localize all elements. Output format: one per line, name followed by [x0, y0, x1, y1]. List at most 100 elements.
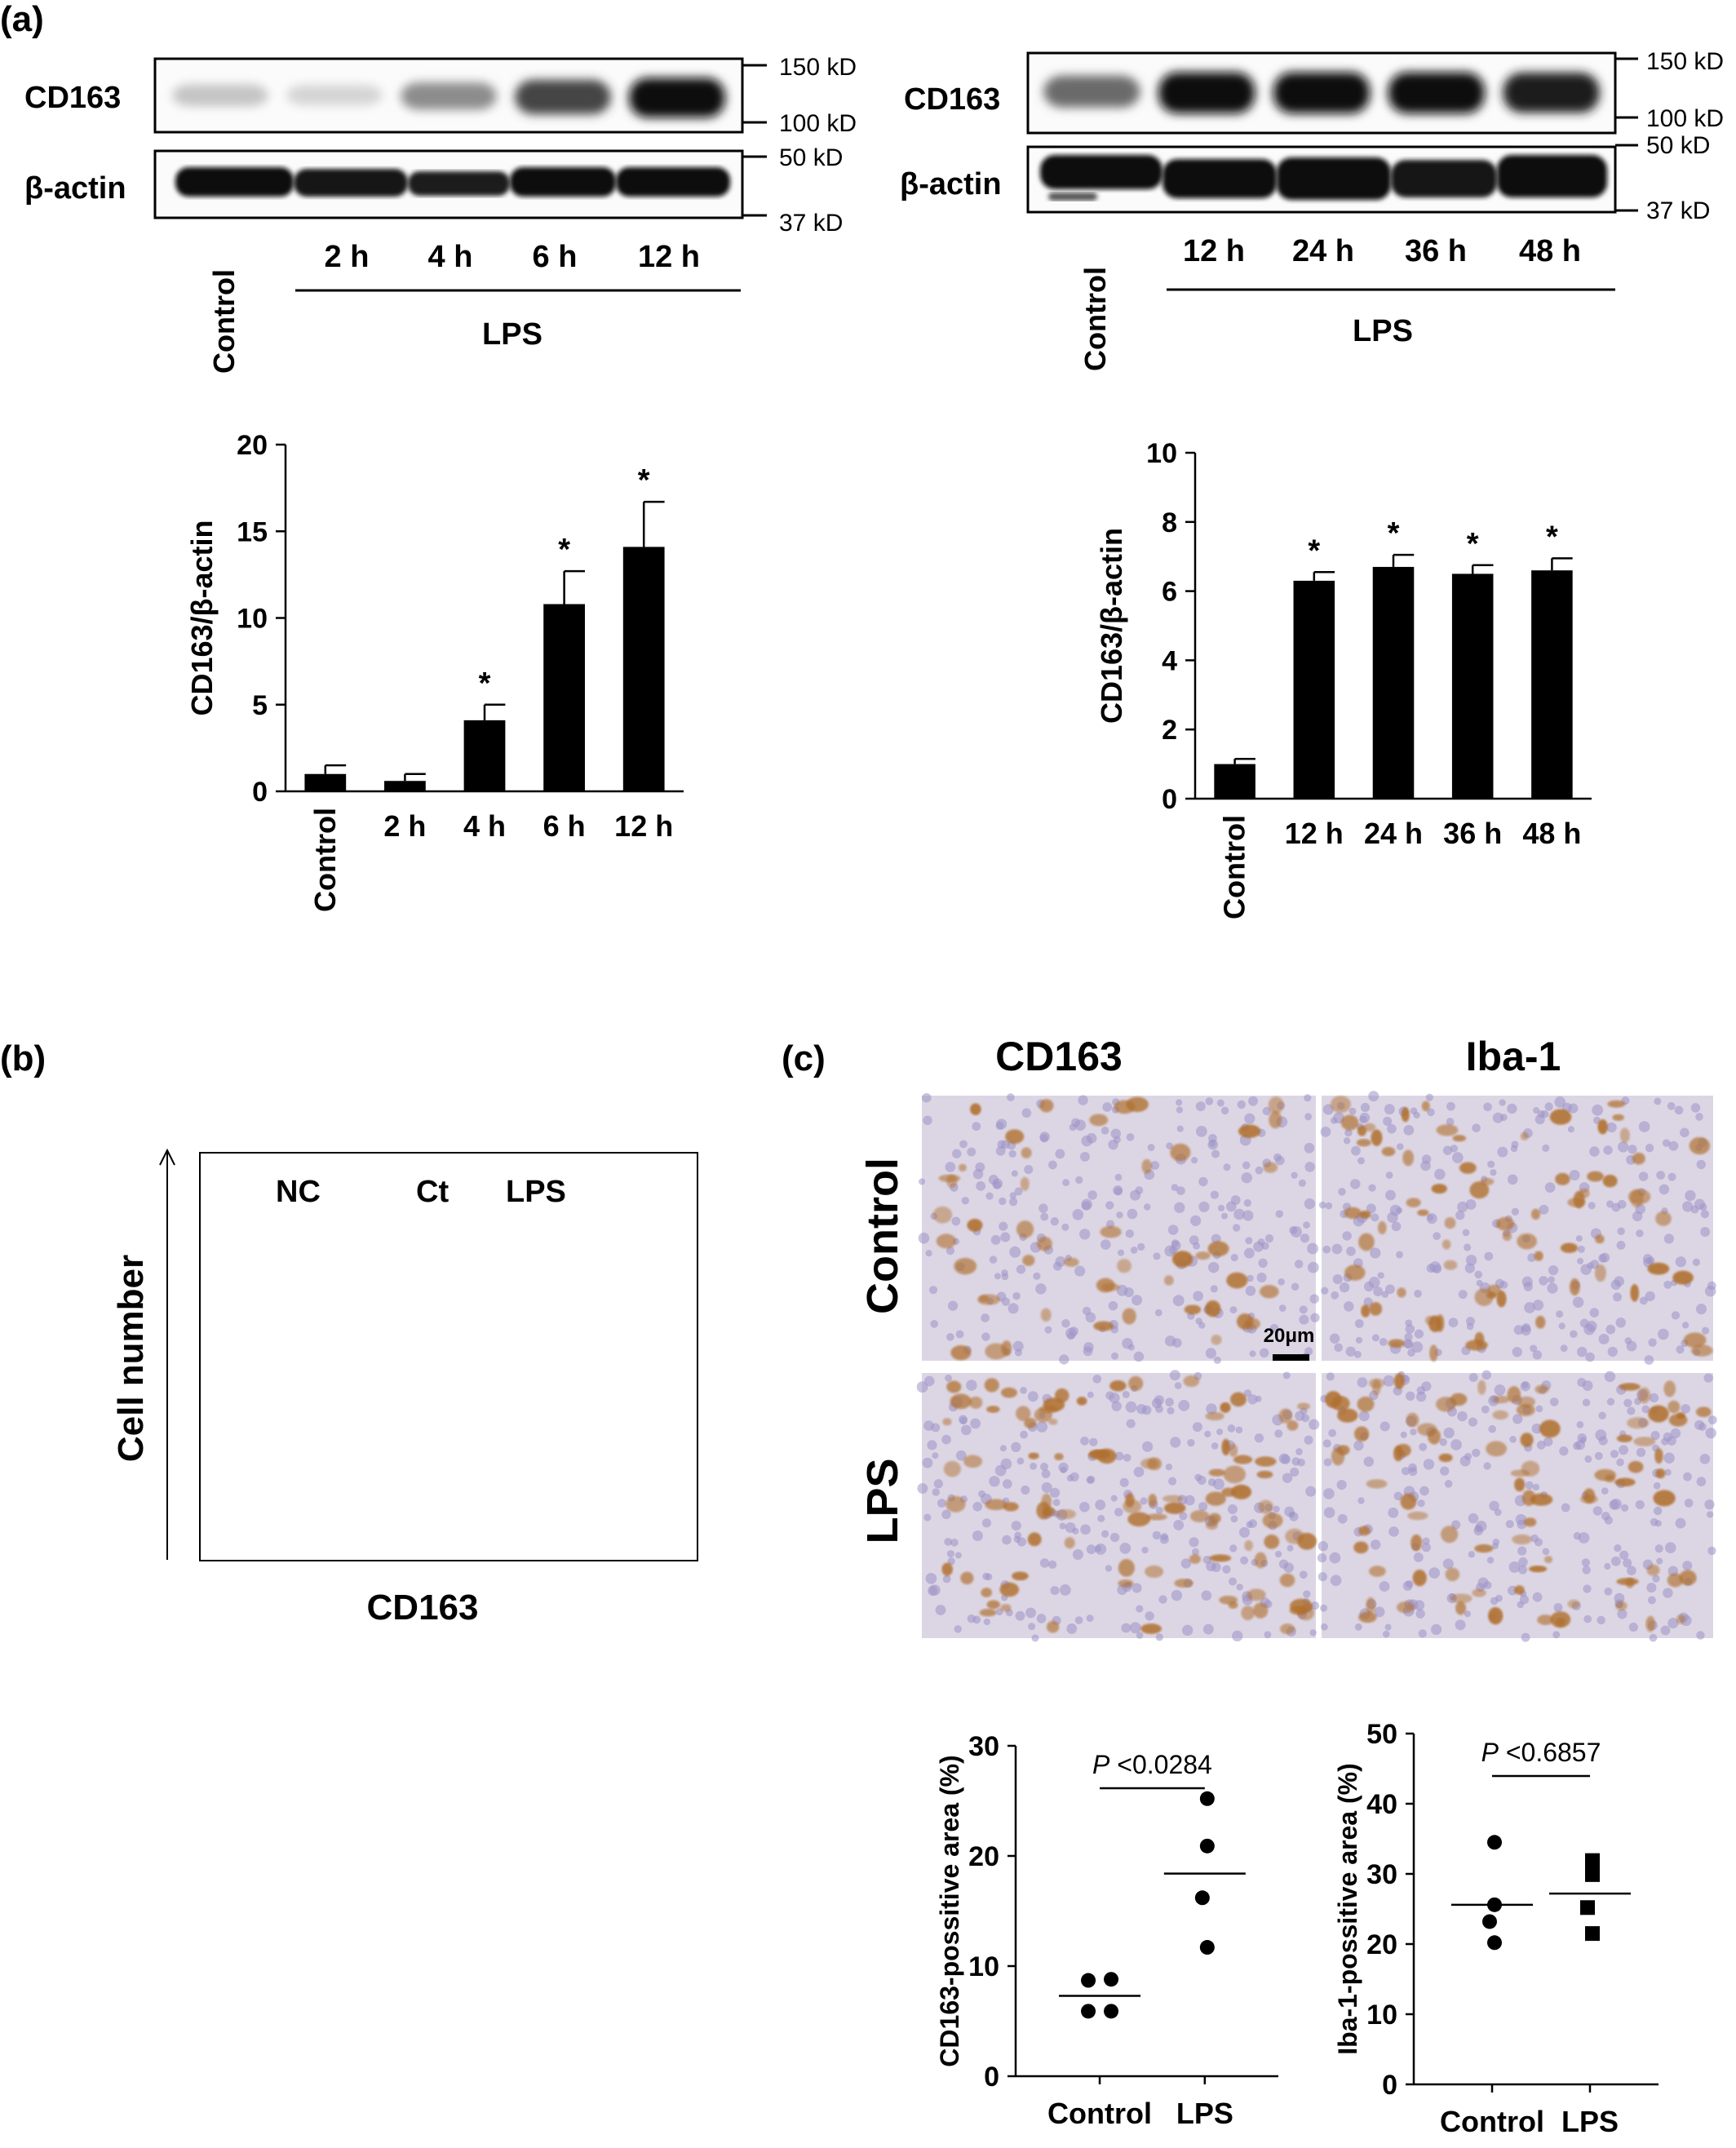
ihc-nucleus: [989, 1476, 1000, 1487]
ihc-stained-cell: [1229, 1443, 1238, 1457]
ihc-stained-cell: [943, 1460, 961, 1477]
ihc-nucleus: [1371, 1213, 1380, 1222]
ihc-nucleus: [1617, 1609, 1628, 1619]
ihc-stained-cell: [1486, 1441, 1508, 1457]
ihc-nucleus: [1664, 1542, 1676, 1554]
ihc-nucleus: [1299, 1570, 1308, 1579]
ihc-nucleus: [1348, 1107, 1357, 1115]
ihc-stained-cell: [1000, 1604, 1012, 1612]
ihc-stained-cell: [958, 1163, 967, 1172]
ihc-nucleus: [1410, 1428, 1417, 1436]
ihc-nucleus: [1413, 1552, 1424, 1562]
ihc-stained-cell: [1400, 1493, 1417, 1510]
ihc-stained-cell: [1247, 1588, 1266, 1601]
ihc-nucleus: [1499, 1114, 1508, 1122]
ihc-nucleus: [1210, 1190, 1220, 1199]
ihc-nucleus: [1058, 1462, 1069, 1473]
ihc-nucleus: [933, 1479, 944, 1489]
ihc-stained-cell: [1353, 1541, 1369, 1554]
ihc-nucleus: [1095, 1499, 1106, 1511]
ihc-nucleus: [1176, 1099, 1183, 1106]
bar-chart-2: 0 2 4 6 8 10 Control * 12 h * 24 h * 36 h * 48 h CD163/…: [1095, 438, 1592, 919]
ihc-nucleus: [1618, 1445, 1629, 1455]
bar-chart-1-x-tick-label: 12 h: [614, 809, 673, 843]
ihc-stained-cell: [1619, 1383, 1641, 1391]
ihc-nucleus: [1354, 1319, 1364, 1328]
ihc-nucleus: [1227, 1424, 1236, 1433]
ihc-nucleus: [1532, 1592, 1543, 1602]
ihc-nucleus: [1059, 1354, 1070, 1365]
ihc-nucleus: [1368, 1184, 1376, 1192]
ihc-stained-cell: [1630, 1189, 1644, 1207]
ihc-col-header-iba1: Iba-1: [1466, 1034, 1561, 1079]
ihc-nucleus: [970, 1418, 981, 1429]
ihc-nucleus: [1601, 1512, 1610, 1521]
ihc-nucleus: [1706, 1511, 1714, 1518]
ihc-nucleus: [1434, 1168, 1446, 1180]
ihc-nucleus: [1198, 1502, 1208, 1512]
ihc-nucleus: [1009, 1192, 1017, 1199]
ihc-nucleus: [1517, 1565, 1528, 1574]
ihc-nucleus: [1227, 1504, 1238, 1515]
ihc-nucleus: [1222, 1565, 1231, 1574]
ihc-nucleus: [1484, 1251, 1494, 1261]
ihc-stained-cell: [1037, 1236, 1052, 1251]
ihc-nucleus: [1318, 1201, 1326, 1209]
ihc-nucleus: [1344, 1301, 1354, 1312]
ihc-nucleus: [1310, 1601, 1320, 1610]
ihc-nucleus: [1299, 1305, 1308, 1314]
blot-left-actin-bands: [175, 167, 730, 197]
ihc-nucleus: [1553, 1602, 1563, 1612]
ihc-nucleus: [1382, 1630, 1390, 1638]
ihc-nucleus: [1181, 1624, 1194, 1636]
ihc-nucleus: [1617, 1141, 1629, 1153]
ihc-nucleus: [923, 1513, 932, 1521]
bar-chart-1-x-tick-label: 6 h: [543, 809, 586, 843]
ihc-nucleus: [1663, 1452, 1675, 1464]
ihc-nucleus: [1379, 1337, 1388, 1346]
ihc-nucleus: [1249, 1350, 1256, 1357]
ihc-nucleus: [1125, 1229, 1135, 1238]
dot-plot-cd163-y-tick-label: 0: [984, 2062, 999, 2093]
ihc-nucleus: [1136, 1632, 1144, 1639]
bar-chart-1-x-tick-label: 4 h: [463, 809, 506, 843]
ihc-stained-cell: [1089, 1114, 1109, 1127]
ihc-nucleus: [1307, 1261, 1319, 1273]
bar-chart-2-y-tick-label: 10: [1146, 438, 1177, 469]
ihc-stained-cell: [968, 1396, 983, 1409]
dot-plot-cd163-p-value: P <0.0284: [1092, 1750, 1212, 1779]
ihc-nucleus: [1020, 1430, 1028, 1439]
ihc-nucleus: [1036, 1614, 1047, 1623]
bar-chart-1-x-tick-label: 2 h: [383, 809, 426, 843]
ihc-stained-cell: [1560, 1242, 1579, 1253]
ihc-nucleus: [1082, 1306, 1092, 1316]
ihc-nucleus: [1197, 1475, 1207, 1486]
ihc-nucleus: [1179, 1512, 1188, 1521]
ihc-nucleus: [1366, 1203, 1376, 1214]
ihc-nucleus: [1238, 1526, 1251, 1538]
ihc-nucleus: [1521, 1323, 1531, 1332]
ihc-nucleus: [1581, 1558, 1590, 1567]
ihc-nucleus: [1061, 1223, 1070, 1231]
ihc-nucleus: [1363, 1281, 1375, 1292]
blot-left-row-actin: β-actin: [24, 171, 126, 206]
ihc-stained-cell: [1021, 1147, 1032, 1159]
ihc-stained-cell: [1679, 1570, 1697, 1586]
ihc-stained-cell: [1695, 1406, 1712, 1418]
ihc-nucleus: [1582, 1380, 1593, 1391]
ihc-nucleus: [1172, 1295, 1185, 1307]
ihc-nucleus: [1036, 1421, 1048, 1433]
dot-plot-iba1-data-point: [1585, 1853, 1600, 1868]
ihc-nucleus: [1021, 1485, 1030, 1495]
ihc-stained-cell: [1114, 1100, 1136, 1114]
ihc-nucleus: [1548, 1264, 1559, 1276]
ihc-nucleus: [1117, 1249, 1125, 1256]
ihc-stained-cell: [1122, 1308, 1136, 1325]
ihc-nucleus: [1129, 1622, 1141, 1634]
ihc-nucleus: [960, 1424, 972, 1436]
blot-right-lane-4: 48 h: [1519, 234, 1581, 268]
ihc-nucleus: [1407, 1349, 1415, 1357]
ihc-nucleus: [1638, 1171, 1649, 1181]
ihc-stained-cell: [1100, 1225, 1122, 1238]
ihc-stained-cell: [1443, 1260, 1458, 1270]
